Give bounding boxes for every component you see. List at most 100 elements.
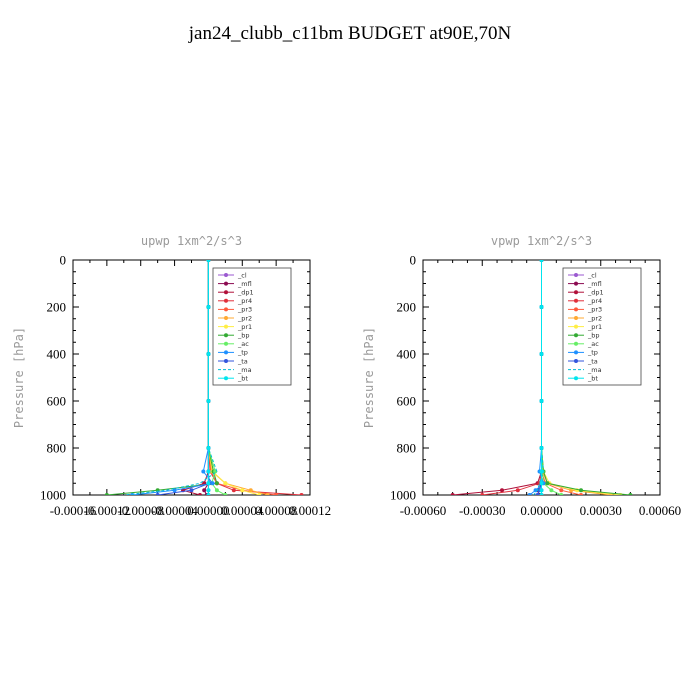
series-point-tp: [172, 488, 177, 493]
legend-marker: [224, 324, 228, 329]
series-point-bp: [628, 493, 633, 495]
series-point-pr4: [299, 493, 304, 495]
y-axis-label: Pressure [hPa]: [362, 327, 376, 428]
x-tick-label: -0.00004: [151, 503, 198, 518]
series-point-pr3: [274, 493, 279, 495]
series-point-bp: [104, 493, 109, 495]
series-point-pr4: [515, 488, 520, 493]
y-tick-label: 800: [397, 441, 417, 456]
series-point-pr3: [579, 493, 583, 495]
legend-label: _ma: [237, 366, 252, 374]
series-point-pr4: [480, 493, 485, 495]
series-point-bt: [206, 493, 211, 495]
series-point-pr3: [559, 488, 564, 493]
y-tick-label: 600: [397, 394, 417, 409]
series-line-ac: [541, 260, 562, 495]
x-tick-label: -0.00030: [459, 503, 506, 518]
legend-label: _ta: [237, 357, 248, 365]
y-tick-label: 1000: [390, 488, 416, 503]
series-point-bt: [206, 260, 211, 262]
legend-marker: [224, 341, 228, 346]
legend-marker: [574, 307, 578, 312]
y-axis-label: Pressure [hPa]: [12, 327, 26, 428]
x-tick-label: -0.00060: [400, 503, 447, 518]
legend-label: _ta: [587, 357, 598, 365]
legend-marker: [224, 376, 228, 381]
legend-label: _ac: [237, 340, 249, 348]
legend-label: _pr3: [237, 306, 252, 314]
series-point-pr2: [248, 488, 253, 493]
vpwp-panel: vpwp 1xm^2/s^3 Pressure [hPa] 0 200 400 600 80…: [362, 234, 681, 518]
legend-marker: [224, 333, 228, 338]
series-point-dp1: [500, 488, 504, 493]
legend-label: _mfl: [237, 280, 252, 288]
series-point-pr2: [265, 493, 270, 495]
y-tick-label: 1000: [40, 488, 66, 503]
legend-label: _dp1: [237, 289, 254, 297]
series-point-bt: [539, 305, 544, 309]
series-line-dp1: [452, 260, 542, 495]
series-point-bt: [206, 488, 211, 493]
y-tick-label: 600: [47, 394, 67, 409]
series-point-bp: [579, 488, 583, 493]
legend-marker: [574, 316, 578, 320]
y-tick-label: 200: [397, 300, 417, 315]
legend-marker: [224, 359, 228, 363]
legend-label: _ma: [587, 366, 602, 374]
figure-title: jan24_clubb_c11bm BUDGET at90E,70N: [188, 23, 512, 44]
x-tick-label: 0.00000: [520, 503, 562, 518]
series-point-tp: [527, 493, 532, 495]
series-point-pr1: [240, 488, 245, 493]
legend-label: _tp: [237, 349, 248, 357]
series-point-bt: [539, 352, 544, 356]
legend-marker: [574, 290, 578, 295]
legend-marker: [574, 359, 578, 363]
legend-marker: [224, 307, 228, 312]
series-point-bt: [539, 488, 544, 493]
series-point-ac: [559, 493, 564, 495]
legend-marker: [224, 273, 228, 277]
legend-label: _cl: [237, 271, 247, 279]
legend-label: _pr2: [237, 314, 252, 322]
series-point-bt: [206, 446, 211, 450]
legend-label: _pr2: [587, 314, 602, 322]
panel-title: vpwp 1xm^2/s^3: [491, 234, 592, 248]
legend-label: _pr4: [237, 297, 252, 305]
legend-label: _dp1: [587, 289, 604, 297]
series-point-tp: [210, 481, 215, 486]
series-point-mfl: [202, 488, 207, 493]
series-point-tp: [201, 469, 206, 474]
x-tick-label: 0.00030: [580, 503, 622, 518]
legend-marker: [224, 316, 228, 320]
legend-marker: [574, 281, 578, 286]
x-tick-label: -0.00008: [117, 503, 164, 518]
series-point-ac: [549, 488, 554, 493]
series-point-bt: [206, 352, 211, 356]
series-point-ta: [155, 493, 160, 495]
legend-label: _pr1: [237, 323, 252, 331]
series-point-bt: [539, 399, 544, 403]
series-line-bp: [106, 260, 218, 495]
legend-label: _bt: [587, 375, 598, 383]
x-tick-label: -0.00012: [84, 503, 131, 518]
x-tick-label: 0.00000: [187, 503, 229, 518]
legend-label: _pr4: [587, 297, 602, 305]
legend-label: _bp: [587, 332, 600, 340]
series-point-dp1: [197, 493, 202, 495]
x-tick-label: 0.00004: [221, 503, 264, 518]
legend-marker: [574, 350, 578, 355]
legend-marker: [224, 298, 228, 303]
plot-area: [450, 260, 633, 495]
series-point-bt: [539, 469, 544, 474]
series-point-pr1: [257, 493, 262, 495]
series-line-ma: [123, 260, 218, 495]
legend-marker: [574, 298, 578, 303]
series-line-ta: [157, 260, 210, 495]
panel-title: upwp 1xm^2/s^3: [141, 234, 242, 248]
series-point-bt: [206, 399, 211, 403]
legend-label: _pr3: [587, 306, 602, 314]
legend-marker: [574, 273, 578, 277]
y-tick-label: 200: [47, 300, 67, 315]
series-point-bt: [206, 469, 211, 474]
series-point-bp: [214, 481, 219, 486]
